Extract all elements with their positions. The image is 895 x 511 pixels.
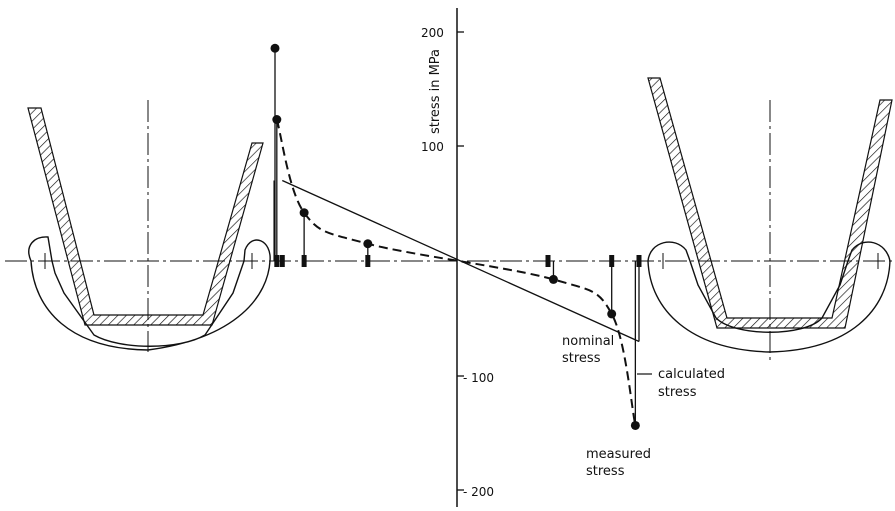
measured-point xyxy=(270,43,280,53)
calculated-stress-label-line2: stress xyxy=(658,385,697,400)
left-hatched-wall xyxy=(27,107,264,326)
y-tick-label: 100 xyxy=(421,140,444,154)
strain-gauge-marker xyxy=(279,255,285,267)
y-tick-label: - 100 xyxy=(463,371,494,385)
y-tick-label: - 200 xyxy=(463,485,494,499)
nominal-stress-label: nominal xyxy=(562,334,614,349)
nominal-stress-label-line2: stress xyxy=(562,351,601,366)
measured-point xyxy=(548,274,558,284)
right-outer-flange xyxy=(647,241,891,353)
stress-series xyxy=(273,48,640,426)
measurement-points xyxy=(270,43,640,430)
y-axis-label: stress in MPa xyxy=(428,49,443,134)
right-hatched-wall xyxy=(647,77,893,329)
right-section-drawing xyxy=(647,77,893,360)
left-outer-flange xyxy=(28,236,271,351)
measured-point xyxy=(363,239,373,249)
measured-stress-label: measured xyxy=(586,447,651,462)
measured-point xyxy=(299,208,309,218)
measured-point xyxy=(630,420,640,430)
measured-point xyxy=(607,309,617,319)
measured-stress-label-line2: stress xyxy=(586,464,625,479)
y-tick-label: 200 xyxy=(421,26,444,40)
strain-gauge-marker xyxy=(545,255,551,267)
measured-point xyxy=(272,115,282,125)
y-tick-marks xyxy=(457,31,464,491)
nominal-stress-line xyxy=(282,179,640,343)
calculated-stress-label: calculated xyxy=(658,367,725,382)
left-section-drawing xyxy=(27,100,271,352)
measured-stress-curve xyxy=(275,119,637,426)
